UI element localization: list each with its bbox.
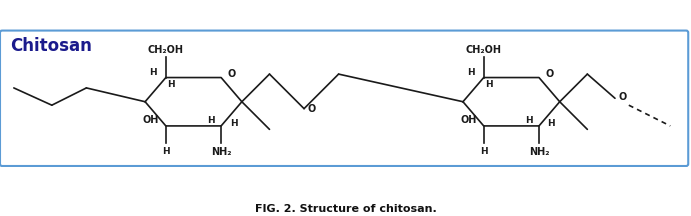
Text: H: H xyxy=(524,116,533,125)
Text: H: H xyxy=(547,119,556,128)
Text: CH₂OH: CH₂OH xyxy=(466,45,502,55)
Text: O: O xyxy=(545,69,553,79)
FancyBboxPatch shape xyxy=(0,30,688,166)
Text: H: H xyxy=(207,116,215,125)
Text: OH: OH xyxy=(142,115,159,125)
Text: H: H xyxy=(162,147,170,156)
Text: H: H xyxy=(480,147,488,156)
Text: O: O xyxy=(307,104,316,114)
Text: O: O xyxy=(227,69,236,79)
Text: OH: OH xyxy=(460,115,477,125)
Text: H: H xyxy=(167,80,176,89)
Text: H: H xyxy=(467,68,475,76)
Text: Chitosan: Chitosan xyxy=(10,37,92,56)
Text: H: H xyxy=(149,68,158,76)
Text: O: O xyxy=(618,92,627,102)
Text: H: H xyxy=(229,119,238,128)
Text: NH₂: NH₂ xyxy=(211,147,231,157)
Text: FIG. 2. Structure of chitosan.: FIG. 2. Structure of chitosan. xyxy=(254,204,437,214)
Text: NH₂: NH₂ xyxy=(529,147,549,157)
Text: H: H xyxy=(485,80,493,89)
Text: CH₂OH: CH₂OH xyxy=(148,45,184,55)
